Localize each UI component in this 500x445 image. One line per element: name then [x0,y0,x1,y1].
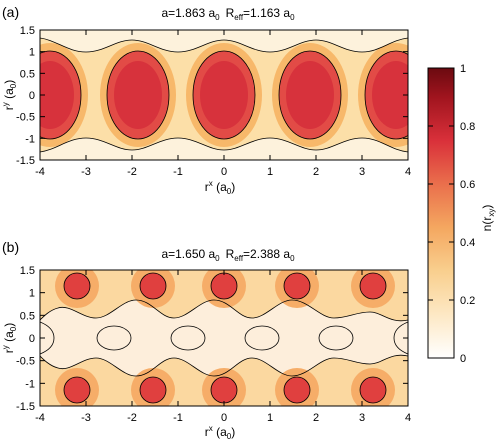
panel-a-xtick-label: 0 [221,166,227,178]
panel-b-xtick-label: 2 [313,412,319,424]
panel-a-xtick-label: -1 [173,166,183,178]
colorbar-gradient [427,67,455,359]
lobes-a [40,43,408,147]
panel-b-ytick-label: 0.5 [20,310,35,322]
ticks-a: -4 -3 -2 -1 0 1 2 3 4 -1.5 -1 -0.5 0 0.5 1 1.5 [16,25,411,178]
panel-a-xtick-label: 1 [267,166,273,178]
panel-b-xtick-label: 4 [405,412,411,424]
ylabel-b: ry (a0) [1,323,18,353]
panel-a-ytick-label: 0.5 [20,68,35,80]
colorbar-label: n(rxy) [480,205,496,232]
panel-b-ytick-label: -1.5 [16,401,35,413]
panel-b-xtick-label: 1 [267,412,273,424]
colorbar-tick-label: 1 [460,63,466,75]
heatmap-b [40,270,408,406]
panel-a-xtick-label: 3 [359,166,365,178]
panel-a-xtick-label: 4 [405,166,411,178]
colorbar-tick-label: 0.2 [460,295,475,307]
panel-b-xtick-label: 3 [359,412,365,424]
panel-b-xtick-label: -1 [173,412,183,424]
panel-a-ytick-label: -0.5 [16,112,35,124]
colorbar-tick-label: 0 [460,353,466,365]
panel-b-ytick-label: -0.5 [16,356,35,368]
panel-b-xtick-label: -4 [35,412,45,424]
colorbar: 0 0.2 0.4 0.6 0.8 1 n(rxy) [427,63,496,365]
panel-a-label: (a) [2,4,19,20]
xlabel-b: rx (a0) [205,424,235,441]
colorbar-ticks: 0 0.2 0.4 0.6 0.8 1 [428,63,475,365]
panel-b-ytick-label: 1.5 [20,265,35,277]
ticks-b: -4 -3 -2 -1 0 1 2 3 4 -1.5 -1 -0.5 0 0.5 1 1.5 [16,265,411,424]
panel-b-title: a=1.650 a0 Reff=2.388 a0 [161,247,295,263]
colorbar-tick-label: 0.6 [460,179,475,191]
panel-a-ytick-label: 0 [29,90,35,102]
panel-b-xtick-label: -3 [81,412,91,424]
panel-b-ytick-label: -1 [25,378,35,390]
panel-a-ytick-label: 1.5 [20,25,35,37]
peaks-b [55,270,395,406]
panel-a-xtick-label: -4 [35,166,45,178]
panel-b-label: (b) [2,239,19,255]
panel-b-ytick-label: 0 [29,333,35,345]
panel-a: (a) a=1.863 a0 Reff=1.163 a0 [1,4,411,196]
ylabel-a: ry (a0) [1,80,18,110]
panel-a-ytick-label: -1.5 [16,155,35,167]
panel-a-xtick-label: -3 [81,166,91,178]
panel-b-ytick-label: 1 [29,288,35,300]
panel-a-title: a=1.863 a0 Reff=1.163 a0 [161,6,295,22]
panel-b-xtick-label: 0 [221,412,227,424]
panel-a-xtick-label: -2 [127,166,137,178]
panel-a-ytick-label: 1 [29,47,35,59]
xlabel-a: rx (a0) [205,179,235,196]
heatmap-a [40,30,408,160]
colorbar-tick-label: 0.4 [460,237,475,249]
panel-a-ytick-label: -1 [25,133,35,145]
panel-b: (b) a=1.650 a0 Reff=2.388 a0 [1,239,411,441]
panel-a-xtick-label: 2 [313,166,319,178]
colorbar-tick-label: 0.8 [460,121,475,133]
panel-b-xtick-label: -2 [127,412,137,424]
